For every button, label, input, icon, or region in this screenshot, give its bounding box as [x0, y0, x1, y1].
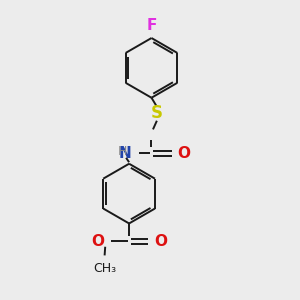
Text: S: S: [151, 104, 163, 122]
Text: H: H: [118, 145, 128, 158]
Text: F: F: [146, 18, 157, 33]
Text: O: O: [178, 146, 190, 161]
Text: CH₃: CH₃: [93, 262, 116, 275]
Text: N: N: [119, 146, 131, 161]
Text: O: O: [154, 234, 167, 249]
Text: O: O: [91, 234, 104, 249]
